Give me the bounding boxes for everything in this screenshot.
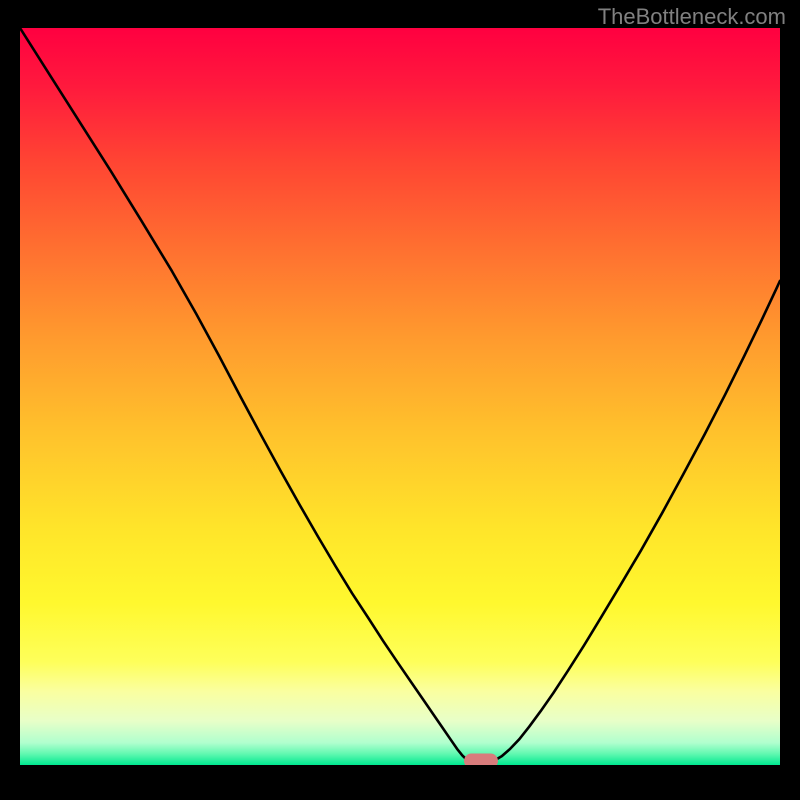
plot-area [20, 28, 780, 765]
watermark-text: TheBottleneck.com [598, 4, 786, 30]
bottleneck-curve [20, 28, 780, 765]
bottom-axis-strip [20, 765, 780, 785]
